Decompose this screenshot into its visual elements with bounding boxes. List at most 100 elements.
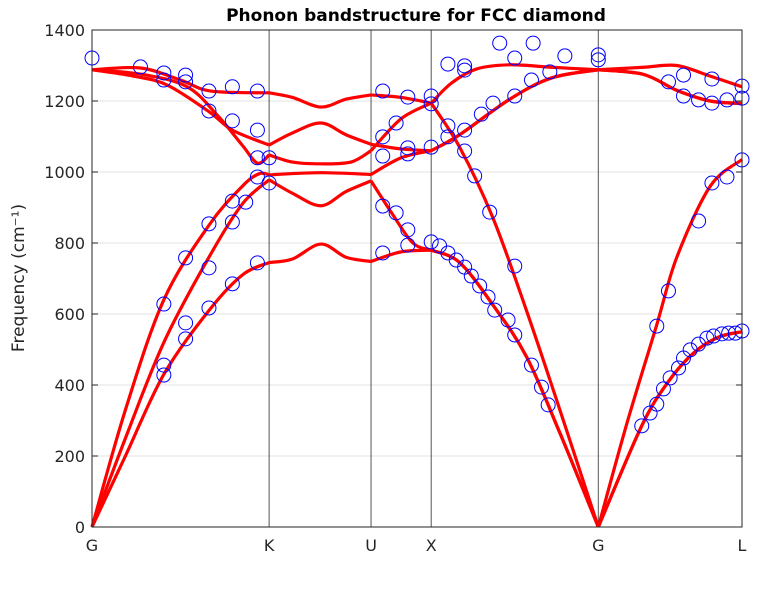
y-tick-label: 1200 xyxy=(44,92,85,111)
band-line xyxy=(90,171,270,528)
data-point xyxy=(388,115,404,131)
data-point xyxy=(201,83,217,99)
data-point xyxy=(249,122,265,138)
band-line xyxy=(598,63,743,89)
data-point xyxy=(482,204,498,220)
data-point xyxy=(156,296,172,312)
data-point xyxy=(156,72,172,88)
band-line xyxy=(369,180,432,252)
data-point xyxy=(660,283,676,299)
data-point xyxy=(178,67,194,83)
x-tick-label: G xyxy=(592,536,604,555)
y-tick-label: 0 xyxy=(75,518,85,537)
band-line xyxy=(91,68,270,147)
data-point xyxy=(457,143,473,159)
data-point xyxy=(156,357,172,373)
data-point xyxy=(132,59,148,75)
x-tick-label: K xyxy=(264,536,275,555)
data-point xyxy=(655,381,671,397)
band-line xyxy=(268,178,372,208)
band-line xyxy=(268,91,372,109)
data-point xyxy=(201,260,217,276)
data-point xyxy=(178,74,194,90)
data-point xyxy=(590,52,606,68)
data-point xyxy=(590,47,606,63)
band-line xyxy=(268,242,372,265)
data-point xyxy=(400,89,416,105)
band-line xyxy=(90,261,270,528)
data-point xyxy=(480,289,496,305)
data-point xyxy=(178,331,194,347)
data-point xyxy=(440,118,456,134)
data-point xyxy=(423,234,439,250)
data-point xyxy=(249,150,265,166)
data-point xyxy=(704,71,720,87)
data-point xyxy=(699,330,715,346)
data-point xyxy=(156,65,172,81)
data-point xyxy=(487,302,503,318)
data-point xyxy=(423,88,439,104)
band-line xyxy=(269,171,372,177)
data-point xyxy=(201,300,217,316)
band-line xyxy=(429,102,600,528)
plot-frame xyxy=(91,29,743,528)
data-point xyxy=(467,168,483,184)
data-point xyxy=(423,139,439,155)
data-point xyxy=(472,278,488,294)
data-point xyxy=(457,62,473,78)
data-point xyxy=(719,92,735,108)
data-point xyxy=(682,342,698,358)
data-point xyxy=(660,74,676,90)
x-tick-label: L xyxy=(738,536,747,555)
x-tick-label: X xyxy=(426,536,437,555)
data-point xyxy=(691,213,707,229)
data-point xyxy=(224,193,240,209)
data-point xyxy=(156,367,172,383)
data-point xyxy=(463,268,479,284)
band-line xyxy=(430,68,599,153)
data-point xyxy=(533,379,549,395)
data-point xyxy=(704,175,720,191)
band-line xyxy=(370,248,432,263)
data-point xyxy=(649,396,665,412)
x-tick-label: U xyxy=(365,536,377,555)
band-line xyxy=(430,248,600,528)
data-point xyxy=(249,169,265,185)
data-point xyxy=(224,276,240,292)
y-tick-label: 1000 xyxy=(44,163,85,182)
data-point xyxy=(485,95,501,111)
data-point xyxy=(500,312,516,328)
data-point xyxy=(400,237,416,253)
y-tick-label: 1400 xyxy=(44,21,85,40)
data-point xyxy=(201,103,217,119)
data-point xyxy=(423,96,439,112)
data-point xyxy=(714,326,730,342)
data-point xyxy=(388,205,404,221)
data-point xyxy=(457,58,473,74)
data-point xyxy=(691,336,707,352)
data-point xyxy=(201,216,217,232)
data-point xyxy=(649,318,665,334)
data-point xyxy=(432,238,448,254)
data-point xyxy=(704,95,720,111)
data-point xyxy=(473,106,489,122)
data-point xyxy=(375,148,391,164)
data-point xyxy=(671,360,687,376)
data-point xyxy=(507,88,523,104)
data-point xyxy=(507,50,523,66)
data-point xyxy=(457,122,473,138)
band-line xyxy=(268,121,372,147)
data-point xyxy=(400,140,416,156)
y-tick-label: 400 xyxy=(54,376,85,395)
y-axis-label: Frequency (cm⁻¹) xyxy=(9,204,29,352)
y-tick-label: 800 xyxy=(54,234,85,253)
data-point xyxy=(261,175,277,191)
y-ticks: 0 200 400 600 800 1000 1200 1400 xyxy=(44,21,742,537)
data-point xyxy=(238,194,254,210)
data-point xyxy=(523,72,539,88)
band-line xyxy=(91,68,271,165)
y-tick-label: 600 xyxy=(54,305,85,324)
band-line xyxy=(268,149,372,166)
